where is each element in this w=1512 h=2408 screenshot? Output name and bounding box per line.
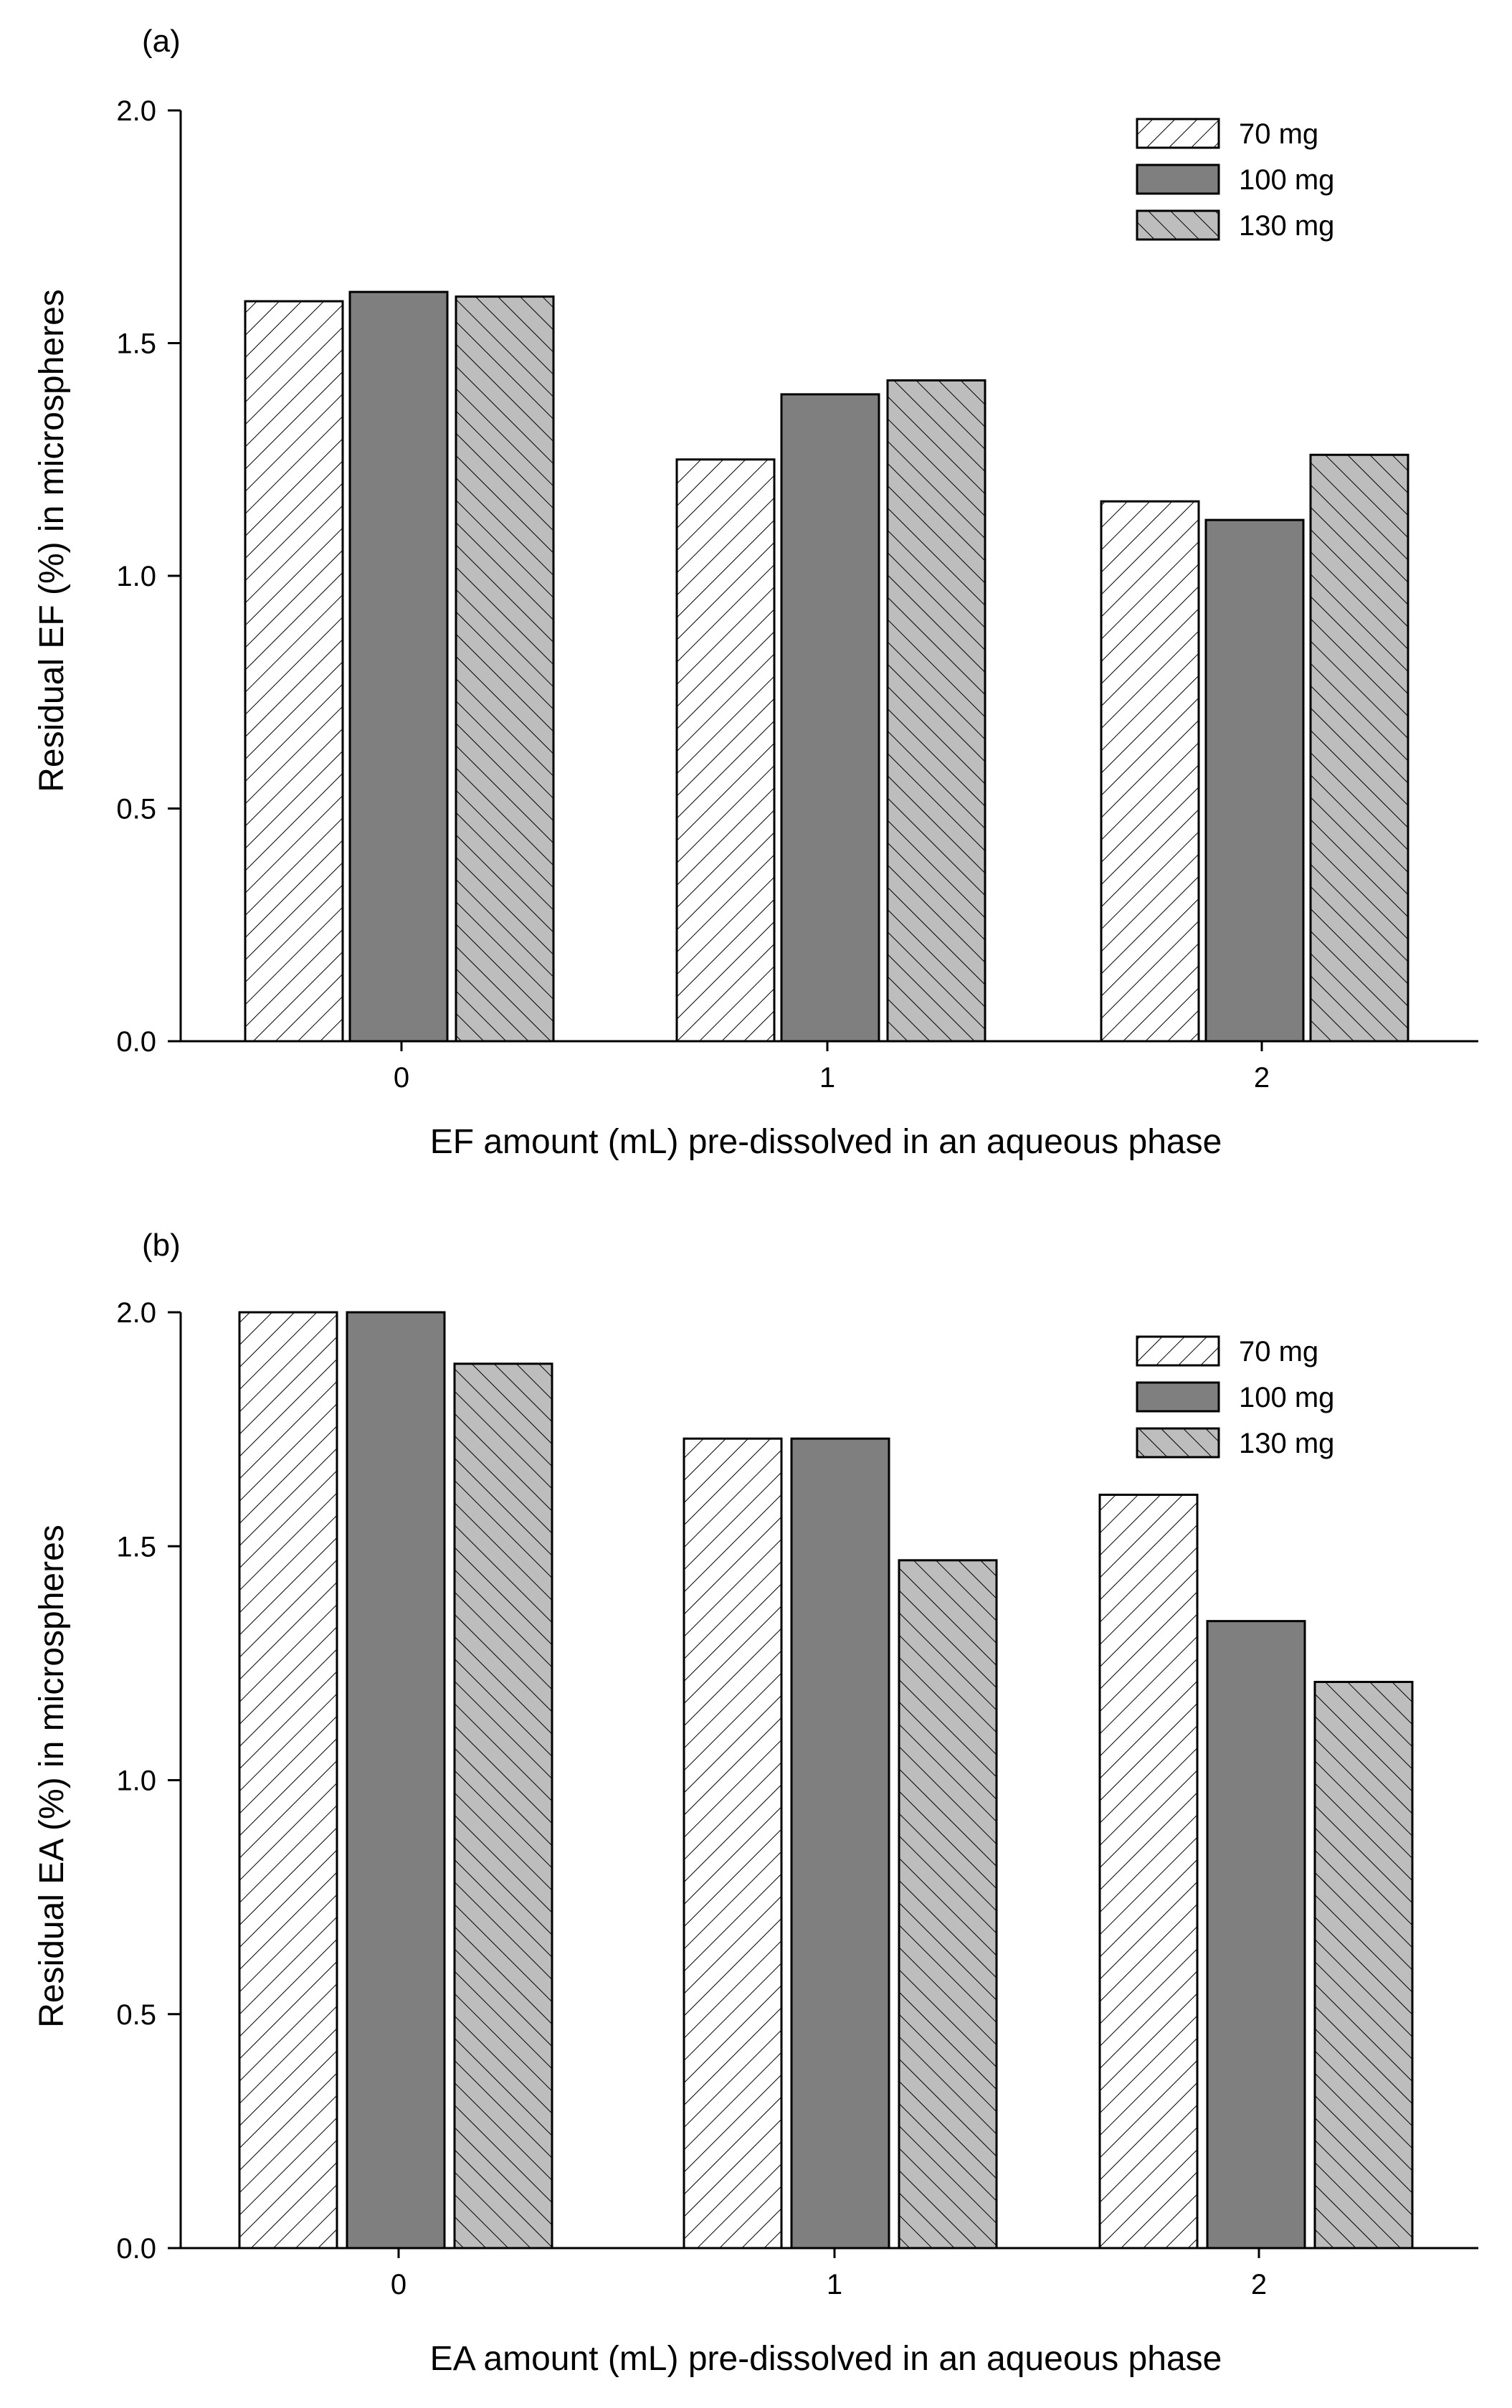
- y-axis-label: Residual EA (%) in microspheres: [33, 1525, 71, 2028]
- legend-swatch: [1136, 163, 1220, 195]
- y-tick-label: 0.0: [116, 1026, 156, 1058]
- x-tick-label: 0: [394, 1062, 409, 1094]
- y-tick-label: 1.0: [116, 561, 156, 592]
- panel-label: (b): [142, 1228, 181, 1263]
- bar-100mg-cat-0: [346, 1311, 446, 2250]
- legend-label: 70 mg: [1239, 118, 1318, 150]
- legend-swatch: [1136, 1335, 1220, 1367]
- bar-70mg-cat-1: [675, 458, 776, 1043]
- bar-130mg-cat-0: [453, 1362, 553, 2250]
- y-tick-label: 0.0: [116, 2233, 156, 2265]
- bar-70mg-cat-2: [1098, 1493, 1199, 2250]
- legend-label: 100 mg: [1239, 1382, 1334, 1413]
- bar-70mg-cat-0: [238, 1311, 338, 2250]
- legend-label: 130 mg: [1239, 210, 1334, 242]
- legend-label: 70 mg: [1239, 1336, 1318, 1367]
- y-tick-label: 2.0: [116, 95, 156, 127]
- bar-130mg-cat-2: [1309, 453, 1409, 1043]
- x-tick-label: 1: [819, 1062, 835, 1094]
- bar-100mg-cat-2: [1204, 518, 1305, 1043]
- bar-130mg-cat-1: [898, 1559, 998, 2250]
- bar-100mg-cat-0: [348, 290, 449, 1043]
- bar-100mg-cat-1: [780, 393, 880, 1043]
- y-tick-label: 2.0: [116, 1297, 156, 1329]
- bar-70mg-cat-2: [1100, 500, 1200, 1043]
- bar-100mg-cat-2: [1206, 1620, 1306, 2250]
- y-tick-label: 1.5: [116, 1531, 156, 1563]
- legend-swatch: [1136, 1381, 1220, 1413]
- x-tick-label: 1: [827, 2269, 842, 2300]
- legend: 70 mg 100 mg 130 mg: [1136, 1335, 1334, 1459]
- x-tick-label: 2: [1251, 2269, 1267, 2300]
- y-tick-label: 1.5: [116, 328, 156, 360]
- chart-panel-b: (b) Residual EA (%) in microspheres EA a…: [33, 1228, 1478, 2378]
- legend-swatch: [1136, 118, 1220, 149]
- bar-70mg-cat-1: [683, 1437, 783, 2250]
- bar-130mg-cat-1: [886, 379, 986, 1043]
- bar-130mg-cat-2: [1313, 1680, 1414, 2250]
- legend-label: 100 mg: [1239, 164, 1334, 196]
- legend-swatch: [1136, 1427, 1220, 1459]
- chart-panel-a: (a) Residual EF (%) in microspheres EF a…: [33, 24, 1478, 1161]
- legend-swatch: [1136, 209, 1220, 241]
- x-tick-label: 0: [391, 2269, 406, 2300]
- x-tick-label: 2: [1254, 1062, 1270, 1094]
- x-axis-label: EF amount (mL) pre-dissolved in an aqueo…: [430, 1123, 1222, 1161]
- x-axis-label: EA amount (mL) pre-dissolved in an aqueo…: [430, 2340, 1222, 2378]
- bar-70mg-cat-0: [244, 300, 344, 1043]
- bar-130mg-cat-0: [455, 295, 555, 1043]
- panel-label: (a): [142, 24, 181, 59]
- y-axis-label: Residual EF (%) in microspheres: [33, 289, 71, 792]
- y-tick-label: 1.0: [116, 1765, 156, 1797]
- legend: 70 mg 100 mg 130 mg: [1136, 118, 1334, 242]
- y-tick-label: 0.5: [116, 794, 156, 825]
- y-tick-label: 0.5: [116, 1999, 156, 2031]
- legend-label: 130 mg: [1239, 1428, 1334, 1459]
- bar-100mg-cat-1: [790, 1437, 890, 2250]
